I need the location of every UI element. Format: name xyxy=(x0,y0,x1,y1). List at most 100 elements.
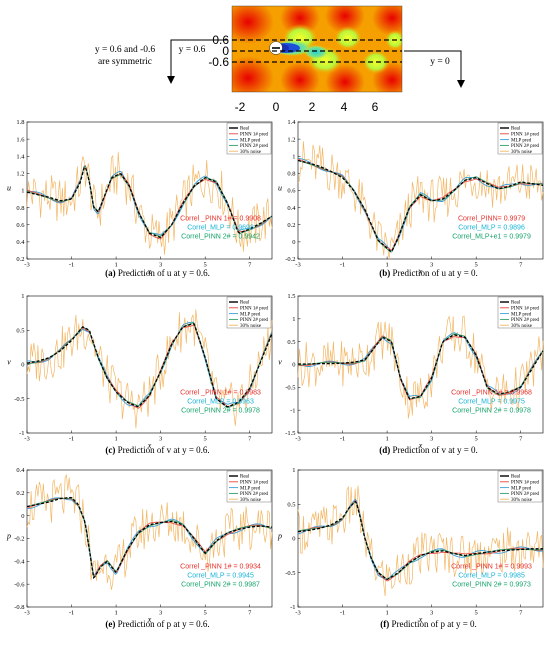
y-tick-label: -0.2 xyxy=(14,536,24,543)
series-pinn1-line xyxy=(297,158,543,251)
field-x-tick: -2 xyxy=(235,100,246,114)
correlation-label: Correl_MLP = 0.9963 xyxy=(187,399,254,406)
x-tick-label: 3 xyxy=(430,262,433,269)
series-noise-line xyxy=(297,315,544,419)
field-y-tick: -0.6 xyxy=(208,55,229,69)
y-tick-label: -1.5 xyxy=(285,430,295,437)
field-y-tick: 0 xyxy=(222,44,229,58)
legend-entry: PINN 2# pred xyxy=(511,144,540,149)
legend-entry: PINN 2# pred xyxy=(511,492,540,497)
chart-panel-b: -3 -1 1 3 5 7-0.200.20.40.60.811.21.4xuRealPI… xyxy=(278,119,544,278)
correlation-label: Correl_PINN 2# = 0.9973 xyxy=(452,582,531,589)
field-y-ticks: 0.6 0 -0.6 xyxy=(208,33,229,69)
correlation-label: Correl_PINN 2# = 0.9978 xyxy=(452,408,531,415)
legend-entry: 30% noise xyxy=(240,498,262,503)
x-tick-label: 1 xyxy=(114,436,117,443)
field-x-tick: 6 xyxy=(372,100,379,114)
legend-entry: 30% noise xyxy=(511,324,533,329)
y-tick-label: 0 xyxy=(21,362,24,369)
correlation-label: Correl_MLP = 0.9975 xyxy=(458,399,525,406)
y-tick-label: -0.4 xyxy=(14,559,25,566)
x-tick-label: -3 xyxy=(295,610,300,617)
x-tick-label: 7 xyxy=(519,262,523,269)
y-tick-label: -0.5 xyxy=(14,396,24,403)
x-tick-label: 3 xyxy=(430,436,433,443)
y-tick-label: 0.5 xyxy=(16,327,24,334)
y-tick-label: 1.6 xyxy=(16,136,25,143)
y-tick-label: -0.2 xyxy=(285,256,295,263)
series-real-line xyxy=(297,159,544,252)
series-noise-line xyxy=(26,151,273,255)
chart-panel-e: -3 -1 1 3 5 7-0.8-0.6-0.4-0.200.20.4xpRealPIN… xyxy=(6,467,273,629)
x-tick-label: 1 xyxy=(114,610,117,617)
panel-caption: (e) Prediction of p at y = 0.6. xyxy=(105,619,209,629)
caption-text: Prediction of v at y = 0.6. xyxy=(118,445,210,455)
x-tick-label: 5 xyxy=(475,610,478,617)
x-axis-label: x xyxy=(147,615,152,624)
x-tick-label: 7 xyxy=(519,436,523,443)
legend-entry: 30% noise xyxy=(511,498,533,503)
panel-caption: (b) Prediction of u at y = 0. xyxy=(379,268,478,278)
legend-entry: Real xyxy=(240,127,250,132)
arrow-left xyxy=(167,39,228,84)
series-real-line xyxy=(26,166,273,239)
legend-entry: MLP pred xyxy=(240,486,261,491)
y-axis-label: v xyxy=(278,358,282,367)
x-tick-label: 5 xyxy=(204,436,207,443)
correlation-label: Correl_PINN 2# = 0.9978 xyxy=(181,408,260,415)
x-axis-label: x xyxy=(418,615,423,624)
series-pinn2-line xyxy=(26,165,273,238)
legend-entry: Real xyxy=(511,301,521,306)
legend-entry: PINN 1# pred xyxy=(240,481,269,486)
x-axis-label: x xyxy=(418,267,423,276)
legend-entry: Real xyxy=(240,475,250,480)
field-x-tick: 0 xyxy=(273,100,280,114)
x-tick-label: -1 xyxy=(340,436,345,443)
panel-caption: (f) Prediction of p at y = 0. xyxy=(380,619,477,629)
y-axis-label: p xyxy=(277,532,282,541)
panel-caption: (d) Prediction of v at y = 0. xyxy=(379,445,478,455)
correlation-label: Correl_MLP = 0.9985 xyxy=(458,573,525,580)
x-tick-label: -3 xyxy=(24,610,29,617)
legend-entry: PINN 2# pred xyxy=(511,318,540,323)
y-tick-label: 1.5 xyxy=(287,293,295,300)
y-tick-label: -1 xyxy=(290,407,295,414)
series-real-line xyxy=(298,334,544,400)
caption-letter: (c) xyxy=(105,445,117,455)
y-axis-label: u xyxy=(278,184,282,193)
y-tick-label: 1 xyxy=(292,316,295,323)
legend-entry: 30% noise xyxy=(511,150,533,155)
y-tick-label: 1.4 xyxy=(16,153,25,160)
correlation-label: Correl_MLP = 0.9945 xyxy=(187,573,254,580)
series-pinn1-line xyxy=(26,497,273,578)
annotation-symmetric-line1: y = 0.6 and -0.6 xyxy=(95,45,155,55)
correlation-label: Correl _PINN 1# = 0.9968 xyxy=(451,390,532,397)
x-tick-label: -1 xyxy=(340,262,345,269)
x-tick-label: 7 xyxy=(248,436,252,443)
field-x-ticks: -2 0 2 4 6 xyxy=(235,100,379,114)
legend-entry: PINN 1# pred xyxy=(511,133,540,138)
correlation-label: Correl _PINN 1# = 0.9993 xyxy=(451,564,532,571)
legend-entry: PINN 1# pred xyxy=(511,307,540,312)
legend-entry: MLP pred xyxy=(240,138,261,143)
x-tick-label: -1 xyxy=(69,436,74,443)
correlation-label: Correl _PINN 1# = 0.9908 xyxy=(180,216,261,223)
annotation-y0: y = 0 xyxy=(430,57,450,67)
y-tick-label: -0.6 xyxy=(14,581,25,588)
series-mlp-line xyxy=(297,498,544,581)
x-tick-label: 7 xyxy=(248,262,252,269)
legend-entry: PINN 1# pred xyxy=(511,481,540,486)
correlation-label: Correl_PINN 2# = 0.9987 xyxy=(181,582,260,589)
caption-text: Prediction of p at y = 0.6. xyxy=(118,619,210,629)
legend-entry: PINN 2# pred xyxy=(240,144,269,149)
y-tick-label: 0.5 xyxy=(287,339,295,346)
y-tick-label: 1 xyxy=(292,467,295,474)
panel-caption: (c) Prediction of v at y = 0.6. xyxy=(105,445,209,455)
annotation-symmetric-line2: are symmetric xyxy=(98,57,152,67)
